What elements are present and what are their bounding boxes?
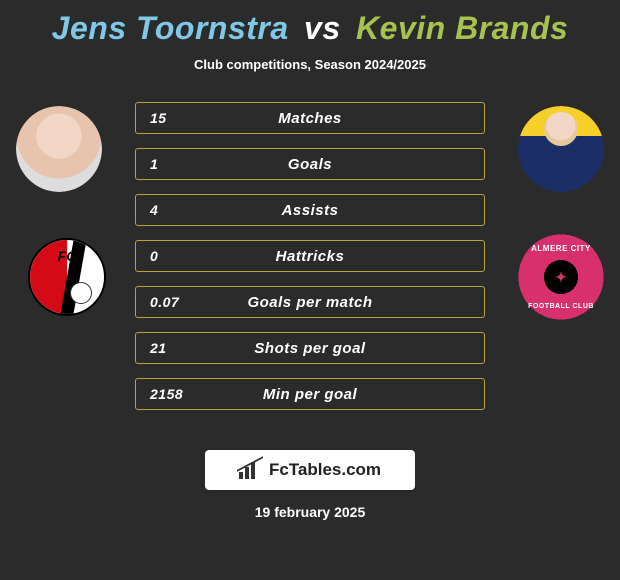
fc-utrecht-badge: FC bbox=[28, 238, 106, 316]
content-root: Jens Toornstra vs Kevin Brands Club comp… bbox=[0, 0, 620, 580]
date: 19 february 2025 bbox=[0, 504, 620, 520]
title-player1: Jens Toornstra bbox=[52, 10, 289, 46]
stat-label: Goals bbox=[206, 156, 414, 173]
stat-label: Matches bbox=[206, 110, 414, 127]
almere-top-text: ALMERE CITY bbox=[518, 244, 604, 253]
stat-rows: 15Matches1Goals4Assists0Hattricks0.07Goa… bbox=[135, 102, 485, 424]
almere-bottom-text: FOOTBALL CLUB bbox=[518, 303, 604, 310]
title-player2: Kevin Brands bbox=[356, 10, 568, 46]
almere-badge: ALMERE CITY ✦ FOOTBALL CLUB bbox=[518, 234, 604, 320]
player1-photo-placeholder bbox=[16, 106, 102, 192]
stat-value-left: 4 bbox=[136, 202, 206, 218]
stat-label: Hattricks bbox=[206, 248, 414, 265]
subtitle: Club competitions, Season 2024/2025 bbox=[0, 57, 620, 72]
stat-row: 21Shots per goal bbox=[135, 332, 485, 364]
stat-row: 1Goals bbox=[135, 148, 485, 180]
stat-row: 0.07Goals per match bbox=[135, 286, 485, 318]
stat-label: Assists bbox=[206, 202, 414, 219]
brand-text: FcTables.com bbox=[269, 460, 381, 480]
stat-label: Min per goal bbox=[206, 386, 414, 403]
stat-row: 0Hattricks bbox=[135, 240, 485, 272]
player1-avatar bbox=[16, 106, 102, 192]
brand-badge[interactable]: FcTables.com bbox=[205, 450, 415, 490]
player2-photo-placeholder bbox=[518, 106, 604, 192]
stat-row: 2158Min per goal bbox=[135, 378, 485, 410]
player1-club-badge: FC bbox=[24, 234, 110, 320]
brand-logo-icon bbox=[239, 461, 261, 479]
fc-utrecht-text: FC bbox=[30, 248, 104, 264]
stat-row: 15Matches bbox=[135, 102, 485, 134]
stat-row: 4Assists bbox=[135, 194, 485, 226]
stat-value-left: 0 bbox=[136, 248, 206, 264]
title-vs: vs bbox=[304, 10, 341, 46]
stat-value-left: 0.07 bbox=[136, 294, 206, 310]
page-title: Jens Toornstra vs Kevin Brands bbox=[0, 0, 620, 47]
stat-label: Shots per goal bbox=[206, 340, 414, 357]
player2-club-badge: ALMERE CITY ✦ FOOTBALL CLUB bbox=[518, 234, 604, 320]
ball-icon bbox=[70, 282, 92, 304]
stat-value-left: 21 bbox=[136, 340, 206, 356]
stat-value-left: 15 bbox=[136, 110, 206, 126]
stat-value-left: 2158 bbox=[136, 386, 206, 402]
player2-avatar bbox=[518, 106, 604, 192]
stat-value-left: 1 bbox=[136, 156, 206, 172]
stat-label: Goals per match bbox=[206, 294, 414, 311]
comparison-area: FC ALMERE CITY ✦ FOOTBALL CLUB 15Matches… bbox=[0, 102, 620, 432]
almere-center-icon: ✦ bbox=[555, 269, 567, 286]
